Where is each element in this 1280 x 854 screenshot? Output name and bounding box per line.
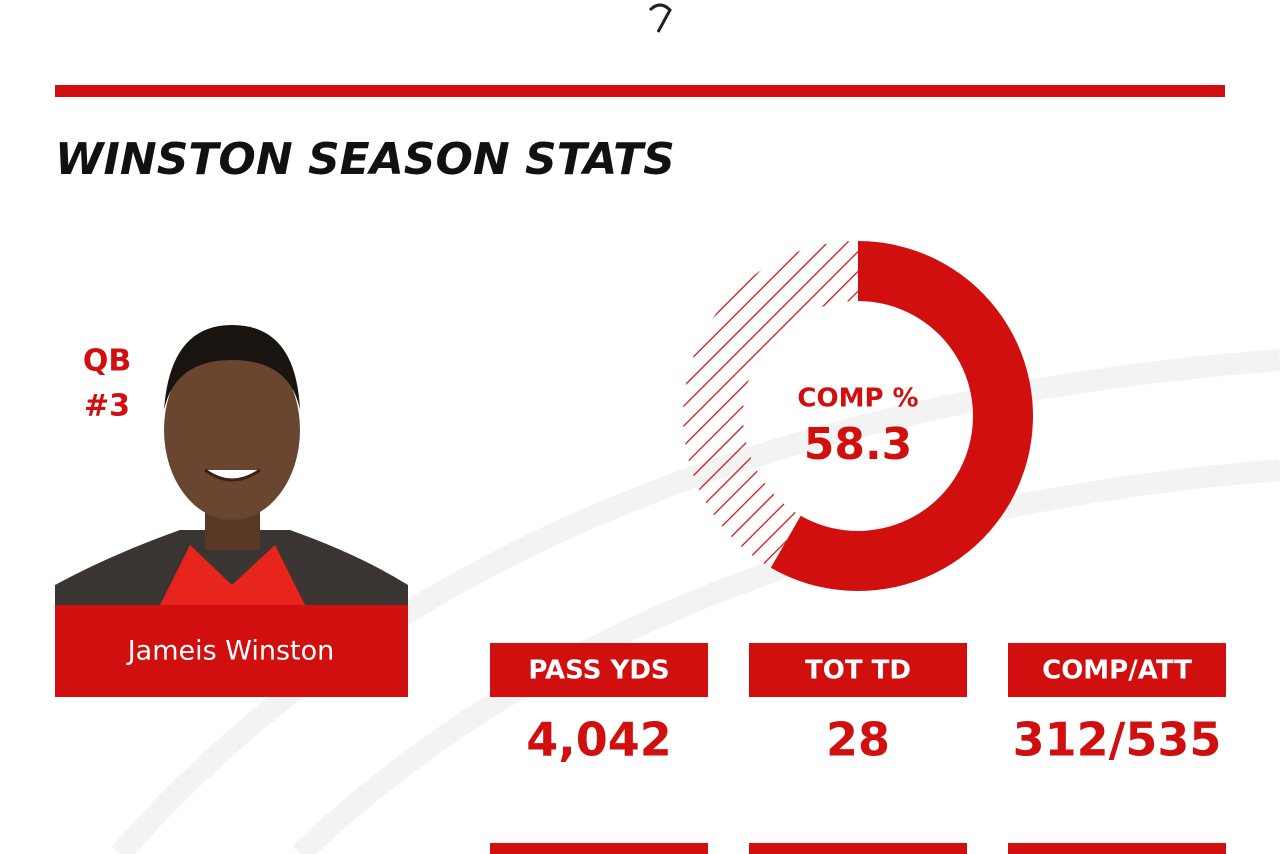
donut-arc xyxy=(770,241,1033,591)
stat-value: 28 xyxy=(826,713,890,767)
stat-box-partial xyxy=(1008,843,1226,854)
stat-value: 312/535 xyxy=(1013,713,1222,767)
background-arcs xyxy=(111,349,1280,854)
player-photo xyxy=(55,325,408,605)
stat-grid: PASS YDS 4,042 TOT TD 28 COMP/ATT 312/535 xyxy=(490,643,1226,767)
stat-value: 4,042 xyxy=(526,713,672,767)
donut-value: 58.3 xyxy=(804,419,913,470)
player-name: Jameis Winston xyxy=(126,636,335,667)
stat-box-partial xyxy=(490,843,708,854)
player-position: QB xyxy=(83,344,131,379)
stat-label: COMP/ATT xyxy=(1042,656,1192,686)
stat-label-box xyxy=(1008,643,1226,697)
logo-fragment xyxy=(648,3,672,33)
stat-label: PASS YDS xyxy=(528,656,669,686)
stat-label: TOT TD xyxy=(805,656,911,686)
donut-label: COMP % xyxy=(797,384,918,414)
section-title: WINSTON SEASON STATS xyxy=(55,134,675,185)
player-name-box xyxy=(55,605,408,697)
stat-box-partial xyxy=(749,843,967,854)
donut xyxy=(682,241,1033,591)
player-number: #3 xyxy=(84,389,130,424)
header-rule xyxy=(55,85,1225,97)
stat-label-box xyxy=(749,643,967,697)
stat-label-box xyxy=(490,643,708,697)
donut-remainder xyxy=(682,241,858,568)
